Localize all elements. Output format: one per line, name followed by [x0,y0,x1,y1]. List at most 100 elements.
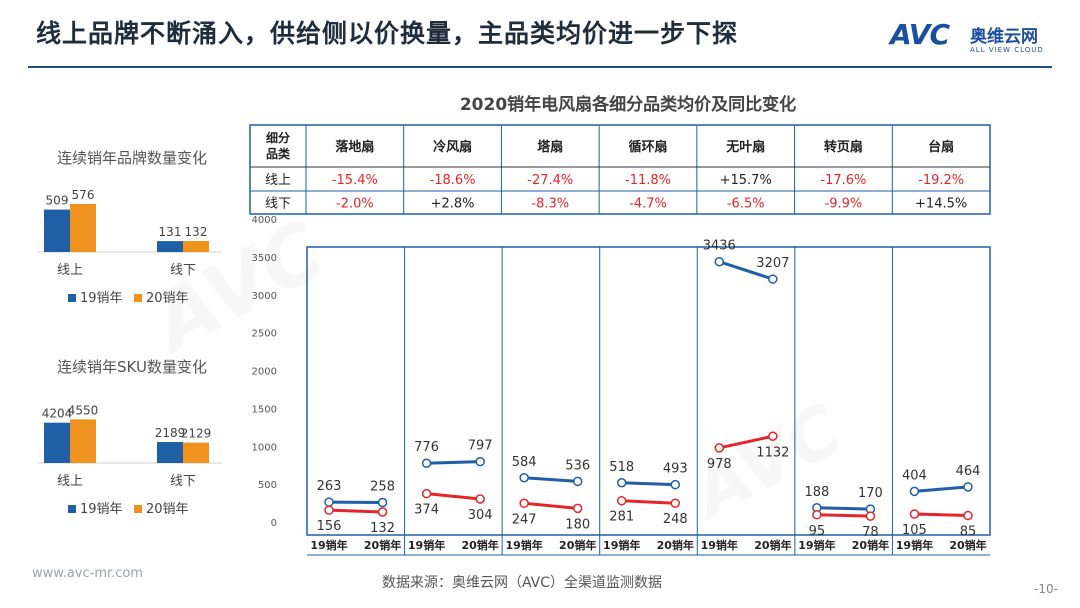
online-point [572,476,583,487]
table-cell: -11.8% [625,173,671,188]
table-column-header: 冷风扇 [433,139,472,155]
table-title: 2020销年电风扇各细分品类均价及同比变化 [460,94,796,115]
bar [44,209,70,252]
bar-category-label: 线上 [57,474,83,489]
offline-point [714,443,725,453]
bar [70,204,96,252]
online-line [914,485,969,493]
online-point [909,486,920,497]
y-tick-label: 1500 [252,404,277,415]
logo-english: ALL VIEW CLOUD [970,46,1044,54]
slide-header: 线上品牌不断涌入，供给侧以价换量，主品类均价进一步下探 AVC 奥维云网 ALL… [0,0,1080,70]
panels-border [306,246,991,536]
online-point [475,456,485,467]
table-corner-header: 细分 [266,130,290,145]
online-line [426,460,481,465]
offline-point [963,510,973,521]
online-line [524,476,578,483]
table-cell: -19.2% [918,173,964,188]
bar-value-label: 4550 [68,403,99,417]
y-tick-label: 2500 [252,329,277,340]
y-tick-label: 0 [271,518,277,529]
online-point [377,497,388,508]
table-column-header: 落地扇 [335,139,374,155]
offline-line [328,508,383,514]
offline-point [812,510,822,520]
x-tick-label: 20销年 [852,538,889,552]
online-value-label: 518 [609,460,634,475]
offline-value-label: 132 [370,521,395,536]
table-cell: +14.5% [915,197,967,212]
offline-point [324,505,334,515]
bar-value-label: 132 [185,225,208,239]
offline-line [426,492,481,501]
bar [183,442,209,463]
table-corner-header: 品类 [266,146,291,161]
online-point [670,479,681,490]
offline-value-label: 156 [317,519,342,534]
table-cell: -17.6% [820,173,866,188]
legend-swatch [68,294,76,302]
online-value-label: 263 [317,479,342,494]
table-cell: -27.4% [527,173,573,188]
online-value-label: 3436 [703,239,736,254]
y-tick-label: 3500 [252,253,277,264]
table-cell: +15.7% [720,173,772,188]
offline-value-label: 95 [809,524,826,539]
logo-chinese: 奥维云网 [970,27,1038,47]
legend-swatch [134,294,142,302]
online-value-label: 776 [414,440,439,455]
offline-line [621,499,676,505]
table-column-header: 台扇 [928,139,954,155]
bar [157,442,183,463]
x-tick-label: 19销年 [505,538,542,552]
bar-chart-title: 连续销年品牌数量变化 [57,149,207,167]
online-point [324,497,334,507]
x-tick-label: 20销年 [559,538,596,552]
table-cell: +2.8% [431,197,475,212]
bar-value-label: 131 [159,225,182,239]
table-column-header: 循环扇 [628,139,667,155]
bar-category-label: 线下 [170,474,196,489]
online-value-label: 188 [804,485,829,500]
x-tick-label: 20销年 [754,538,791,552]
offline-point [475,494,485,504]
bar-chart-title: 连续销年SKU数量变化 [57,358,207,376]
bar-value-label: 576 [72,188,95,202]
table-cell: -4.7% [629,197,667,212]
online-line [718,260,774,281]
table-cell: -18.6% [430,173,476,188]
offline-point [377,507,388,517]
offline-value-label: 105 [902,523,927,538]
legend-swatch [134,505,142,513]
y-tick-label: 1000 [252,442,277,453]
online-point [421,458,432,468]
legend-label: 19销年 [80,502,123,517]
online-line [621,481,676,487]
online-point [714,256,725,267]
footer-url[interactable]: www.avc-mr.com [32,566,144,581]
x-tick-label: 19销年 [896,538,933,552]
bar-value-label: 4204 [42,407,73,421]
online-point [519,473,529,483]
x-tick-label: 19销年 [798,538,835,552]
offline-point [865,511,876,521]
online-value-label: 493 [663,462,688,477]
x-tick-label: 20销年 [657,538,694,552]
offline-point [572,503,583,514]
online-value-label: 797 [468,439,493,454]
offline-value-label: 374 [414,503,439,518]
online-point [963,482,973,492]
offline-point [519,498,529,509]
offline-point [768,431,778,442]
legend-label: 20销年 [146,502,189,517]
legend-label: 20销年 [146,291,189,306]
header-divider [28,66,1052,68]
x-tick-label: 19销年 [310,538,347,552]
offline-value-label: 85 [960,525,977,540]
x-tick-label: 20销年 [364,538,401,552]
online-line [816,506,871,511]
table-column-header: 转页扇 [824,139,863,155]
online-point [616,478,627,488]
